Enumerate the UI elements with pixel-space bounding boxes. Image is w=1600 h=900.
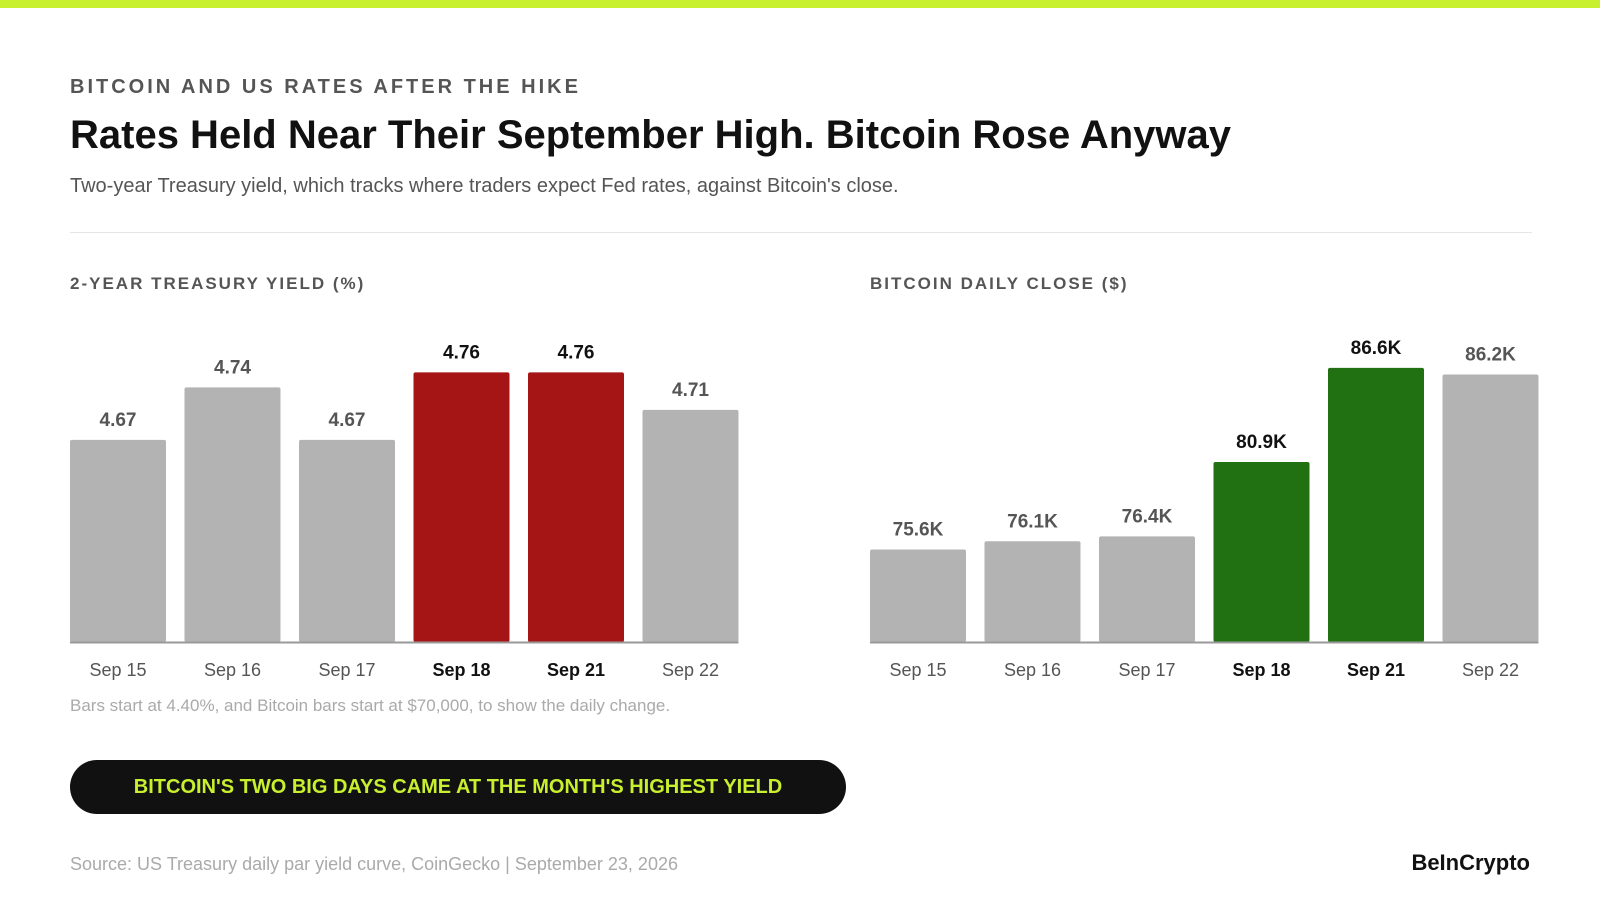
bitcoin-category-label: Sep 18 <box>1232 660 1290 680</box>
bitcoin-value-label: 76.4K <box>1122 506 1173 527</box>
bitcoin-bar <box>1442 374 1539 642</box>
bitcoin-category-label: Sep 21 <box>1347 660 1405 680</box>
header-divider <box>70 232 1532 233</box>
yield-chart-title: 2-YEAR TREASURY YIELD (%) <box>70 274 366 293</box>
bitcoin-chart-title: BITCOIN DAILY CLOSE ($) <box>870 274 1129 293</box>
kicker: BITCOIN AND US RATES AFTER THE HIKE <box>70 76 581 98</box>
chart-footnote: Bars start at 4.40%, and Bitcoin bars st… <box>70 696 671 715</box>
yield-bar <box>184 387 281 642</box>
bitcoin-bar-chart: 75.6K Sep 15 76.1K Sep 16 76.4K Sep 17 80.9K Se… <box>870 338 1539 680</box>
callout-text: BITCOIN'S TWO BIG DAYS CAME AT THE MONTH… <box>133 775 783 798</box>
bitcoin-category-label: Sep 15 <box>889 660 946 680</box>
bitcoin-bar <box>984 541 1081 642</box>
bitcoin-bar <box>870 549 966 642</box>
bitcoin-bar <box>1099 536 1195 642</box>
bitcoin-bar <box>1328 367 1424 642</box>
yield-category-label: Sep 22 <box>662 660 719 680</box>
yield-bar-chart: 4.67 Sep 15 4.74 Sep 16 4.67 Sep 17 4.76 Sep 18… <box>70 342 739 680</box>
callout-banner: BITCOIN'S TWO BIG DAYS CAME AT THE MONTH… <box>70 760 846 814</box>
bitcoin-value-label: 86.6K <box>1351 338 1402 359</box>
yield-bar <box>413 372 510 642</box>
yield-value-label: 4.74 <box>214 357 251 378</box>
bitcoin-value-label: 75.6K <box>893 520 944 541</box>
bitcoin-value-label: 86.2K <box>1465 344 1516 365</box>
bitcoin-category-label: Sep 22 <box>1462 660 1519 680</box>
bitcoin-bar <box>1213 462 1310 642</box>
page-subtitle: Two-year Treasury yield, which tracks wh… <box>70 175 899 197</box>
yield-value-label: 4.71 <box>672 380 709 401</box>
yield-value-label: 4.76 <box>558 342 595 363</box>
source-note: Source: US Treasury daily par yield curv… <box>70 854 678 874</box>
bitcoin-value-label: 76.1K <box>1007 511 1058 532</box>
bitcoin-category-label: Sep 17 <box>1118 660 1175 680</box>
yield-category-label: Sep 21 <box>547 660 605 680</box>
yield-category-label: Sep 17 <box>318 660 375 680</box>
yield-bar <box>299 439 395 642</box>
yield-bar <box>70 439 166 642</box>
bitcoin-value-label: 80.9K <box>1236 432 1287 453</box>
yield-value-label: 4.67 <box>100 410 137 431</box>
yield-bar <box>528 372 624 642</box>
accent-top-bar <box>0 0 1600 8</box>
yield-bar <box>642 409 739 642</box>
bitcoin-category-label: Sep 16 <box>1004 660 1061 680</box>
brand-logo: BeInCrypto <box>1411 850 1530 875</box>
yield-value-label: 4.67 <box>329 410 366 431</box>
yield-category-label: Sep 15 <box>89 660 146 680</box>
yield-category-label: Sep 18 <box>432 660 490 680</box>
yield-category-label: Sep 16 <box>204 660 261 680</box>
yield-value-label: 4.76 <box>443 342 480 363</box>
page-title: Rates Held Near Their September High. Bi… <box>70 113 1232 157</box>
